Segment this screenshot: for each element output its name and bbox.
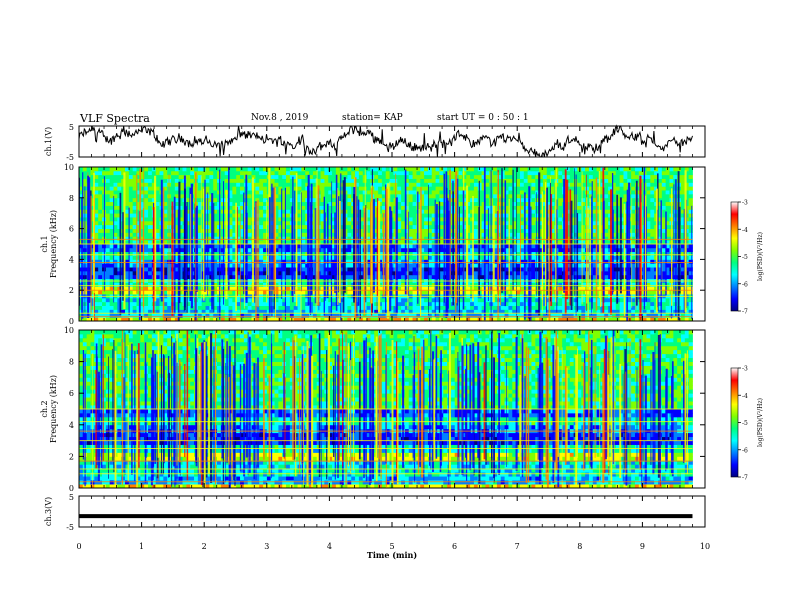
ch2-spectrogram-colorbar-tick-label: -5	[742, 420, 748, 427]
x-tick-label: 8	[577, 542, 582, 551]
ch1-spectrogram-ytick-label: 4	[69, 255, 74, 264]
ch2-spectrogram-ytick-label: 2	[69, 452, 74, 461]
ch3-waveform-ylabel: ch.3(V)	[44, 497, 53, 526]
start-time-label: start UT = 0 : 50 : 1	[437, 113, 529, 123]
x-axis-label: Time (min)	[367, 550, 417, 560]
ch2-spectrogram-tone-lines	[79, 408, 693, 483]
ch1-ytick-label: 5	[69, 123, 74, 132]
ch2-spectrogram-bursts	[78, 330, 688, 488]
ch3-ytick-label: -5	[66, 523, 74, 532]
ch2-spectrogram-ylabel-line: Frequency (kHz)	[49, 375, 58, 443]
ch1-spectrogram-ylabel-line: ch.1	[40, 235, 49, 252]
ch1-spectrogram-ytick-label: 8	[69, 194, 74, 203]
x-tick-label: 3	[264, 542, 269, 551]
x-tick-label: 0	[76, 542, 81, 551]
x-tick-label: 7	[515, 542, 520, 551]
ch1-spectrogram-colorbar-tick-label: -6	[742, 281, 748, 288]
ch1-spectrogram-tone-lines	[79, 238, 693, 317]
ch2-spectrogram-colorbar-tick-label: -3	[742, 366, 748, 373]
ch1-spectrogram-colorbar-label-group: log(PSD)(V²/Hz)	[757, 232, 764, 281]
ch1-waveform-ylabel-line: ch.1(V)	[44, 127, 53, 156]
ch3-ytick-label: 5	[69, 493, 74, 502]
x-tick-label: 9	[640, 542, 645, 551]
x-tick-label: 10	[700, 542, 710, 551]
ch1-spectrogram-ylabel: ch.1 Frequency (kHz)	[40, 210, 58, 278]
ch2-spectrogram-ytick-label: 8	[69, 358, 74, 367]
ch1-spectrogram-colorbar-tick-label: -5	[742, 254, 748, 261]
ch1-spectrogram-ytick-label: 2	[69, 286, 74, 295]
ch2-spectrogram-ytick-label: 6	[69, 389, 74, 398]
x-tick-label: 1	[139, 542, 144, 551]
ch1-spectrogram-colorbar-tick-label: -3	[742, 200, 748, 207]
ch1-ytick-label: -5	[66, 153, 74, 162]
ch3-waveform-ylabel-line: ch.3(V)	[44, 497, 53, 526]
ch1-spectrogram-colorbar	[730, 201, 739, 312]
ch1-waveform-trace	[78, 124, 693, 158]
ch2-spectrogram-ylabel: ch.2 Frequency (kHz)	[40, 375, 58, 443]
ch1-spectrogram-colorbar-label: log(PSD)(V²/Hz)	[757, 232, 764, 281]
station-label: station= KAP	[342, 113, 403, 123]
ch1-spectrogram-ytick-label: 10	[64, 163, 74, 172]
x-tick-label: 6	[452, 542, 457, 551]
date-label: Nov.8 , 2019	[251, 113, 309, 123]
ch2-spectrogram-colorbar-label-group: log(PSD)(V²/Hz)	[757, 398, 764, 447]
ch2-spectrogram-colorbar-tick-label: -6	[742, 447, 748, 454]
ch1-spectrogram-ylabel-line: Frequency (kHz)	[49, 210, 58, 278]
ch1-spectrogram-colorbar-tick-label: -4	[742, 227, 748, 234]
figure-title: VLF Spectra	[80, 112, 150, 125]
ch2-spectrogram-ytick-label: 4	[69, 421, 74, 430]
ch1-waveform-ylabel: ch.1(V)	[44, 127, 53, 156]
ch2-spectrogram-ytick-label: 0	[69, 484, 74, 493]
ch1-spectrogram-colorbar-tick-label: -7	[742, 309, 748, 316]
ch2-spectrogram-ytick-label: 10	[64, 326, 74, 335]
x-tick-label: 2	[202, 542, 207, 551]
ch2-spectrogram-colorbar	[730, 367, 739, 478]
ch1-spectrogram-ytick-label: 0	[69, 317, 74, 326]
ch2-spectrogram-colorbar-tick-label: -7	[742, 475, 748, 482]
ch2-spectrogram-colorbar-label: log(PSD)(V²/Hz)	[757, 398, 764, 447]
x-tick-label: 4	[327, 542, 332, 551]
ch1-spectrogram-ytick-label: 6	[69, 225, 74, 234]
x-tick-label: 5	[389, 542, 394, 551]
ch2-spectrogram-colorbar-tick-label: -4	[742, 393, 748, 400]
ch2-spectrogram-ylabel-line: ch.2	[40, 400, 49, 417]
